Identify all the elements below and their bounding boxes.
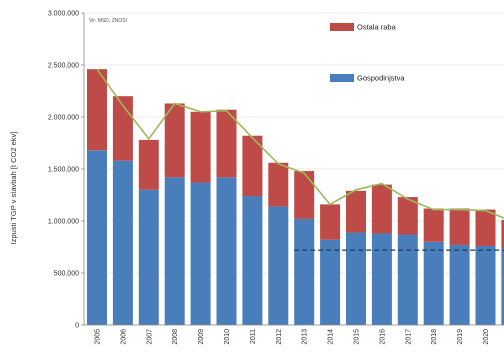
bar-gospodinjstva-2009 [190,182,211,325]
bar-gospodinjstva-2019 [449,244,470,325]
x-tick-label: 2019 [457,329,464,345]
x-tick-label: 2015 [354,329,361,345]
x-tick-label: 2008 [172,329,179,345]
bar-gospodinjstva-2007 [138,189,159,325]
bar-ostala-raba-2005 [87,69,107,151]
bar-gospodinjstva-2017 [397,234,418,325]
x-tick-label: 2012 [276,329,283,345]
bar-gospodinjstva-2014 [320,239,341,325]
x-tick-label: 2014 [328,329,335,345]
bar-gospodinjstva-2010 [216,177,237,325]
bar-gospodinjstva-2006 [112,160,133,325]
total-line [96,68,504,219]
bar-ostala-raba-2018 [423,208,444,242]
bar-gospodinjstva-2021 [501,248,504,325]
bar-ostala-raba-2014 [320,204,341,240]
bar-gospodinjstva-2012 [268,206,289,325]
bar-gospodinjstva-2020 [475,245,496,325]
bars [87,69,504,325]
y-tick-label: 2.500.000 [48,63,79,70]
x-tick-label: 2010 [224,329,231,345]
bar-gospodinjstva-2013 [294,218,315,325]
bar-gospodinjstva-2015 [346,232,366,325]
x-tick-label: 2018 [431,329,438,345]
bar-gospodinjstva-2018 [423,241,444,325]
bar-ostala-raba-2008 [164,103,185,178]
bar-ostala-raba-2020 [475,209,496,246]
y-tick-label: 1.000.000 [48,219,79,226]
bar-gospodinjstva-2008 [164,177,185,325]
y-tick-label: 500.000 [54,271,79,278]
overlay-lines [96,68,504,251]
y-axis-label: Izpusti TGP v stavbah [t CO2 ekv] [9,132,18,245]
x-tick-label: 2005 [95,329,102,345]
source-note: Vir: MSD, ZNOSI [89,18,127,24]
bar-ostala-raba-2016 [371,184,392,234]
x-tick-label: 2016 [379,329,386,345]
bar-ostala-raba-2011 [242,135,263,197]
x-tick-label: 2006 [120,329,127,345]
y-tick-label: 2.000.000 [48,115,79,122]
y-tick-label: 0 [75,323,79,330]
x-tick-label: 2013 [302,329,309,345]
y-tick-label: 3.000.000 [48,11,79,18]
legend: Ostala raba Gospodinjstva [330,23,405,83]
bar-ostala-raba-2019 [449,208,470,245]
bar-ostala-raba-2021 [501,219,504,249]
legend-swatch [330,74,354,82]
y-axis: 0 500.000 1.000.000 1.500.000 2.000.000 2.500… [48,11,85,330]
x-tick-label: 2017 [405,329,412,345]
x-axis: 2005 2006 2007 2008 2009 2010 2011 2012 2013 2014… [84,324,504,345]
legend-label: Gospodinjstva [357,74,405,83]
bar-ostala-raba-2012 [268,162,289,207]
legend-swatch [330,23,354,31]
x-tick-label: 2020 [483,329,490,345]
bar-gospodinjstva-2011 [242,196,263,325]
bar-ostala-raba-2017 [397,197,418,235]
x-tick-label: 2011 [250,329,257,344]
x-tick-label: 2007 [146,329,153,345]
y-tick-label: 1.500.000 [48,167,79,174]
bar-ostala-raba-2013 [294,171,315,219]
bar-ostala-raba-2015 [346,190,366,233]
bar-gospodinjstva-2005 [87,150,107,325]
legend-label: Ostala raba [357,23,397,32]
bar-ostala-raba-2010 [216,109,237,178]
bar-gospodinjstva-2016 [371,233,392,325]
x-tick-label: 2009 [198,329,205,345]
bar-ostala-raba-2007 [138,139,159,190]
bar-ostala-raba-2009 [190,111,211,183]
